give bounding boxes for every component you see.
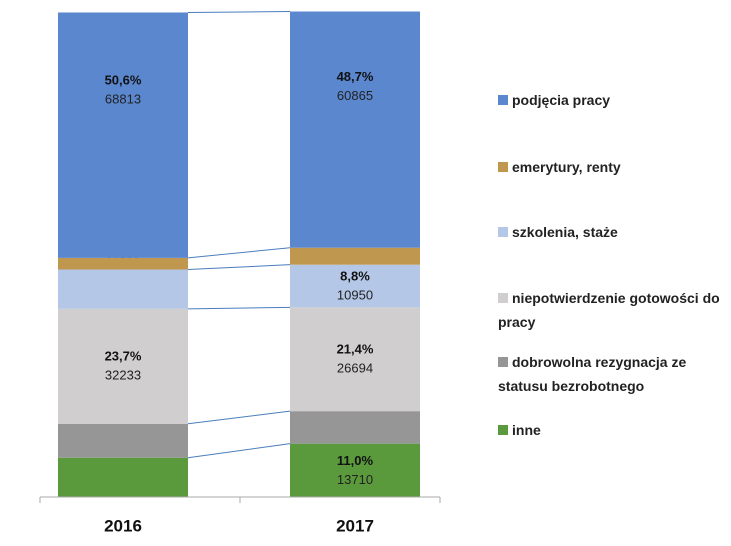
bar-segment [290, 264, 420, 308]
bar-segment [58, 12, 188, 258]
count-label: 32233 [105, 368, 141, 383]
bar-segment [290, 443, 420, 497]
percent-label: 21,4% [337, 342, 374, 357]
connector-line [187, 306, 291, 310]
legend-item: inne [498, 418, 728, 442]
legend-label: podjęcia pracy [512, 92, 611, 108]
percent-label: 11,0% [337, 453, 374, 468]
connector-line [187, 264, 291, 271]
connector-line [187, 11, 291, 13]
percent-label: 23,7% [105, 349, 142, 364]
legend-swatch [498, 425, 508, 435]
count-label: 68813 [105, 92, 141, 107]
count-label: 60865 [337, 88, 373, 103]
count-label: 10950 [337, 287, 373, 302]
legend-item: emerytury, renty [498, 155, 728, 179]
x-tick-label: 2017 [336, 516, 374, 535]
percent-label: 50,6% [105, 73, 142, 88]
legend-item: podjęcia pracy [498, 88, 728, 112]
connector-line [187, 247, 291, 259]
legend-label: niepotwierdzenie gotowości do pracy [498, 290, 720, 330]
percent-label: 48,7% [337, 69, 374, 84]
legend-label: inne [512, 422, 541, 438]
legend-swatch [498, 95, 508, 105]
legend-label: szkolenia, staże [512, 224, 618, 240]
percent-label: 8,8% [340, 268, 370, 283]
bar-segment [290, 247, 420, 265]
count-label: 13710 [337, 472, 373, 487]
legend-swatch [498, 293, 508, 303]
bar-segment [58, 257, 188, 270]
legend-swatch [498, 357, 508, 367]
bar-segment [290, 11, 420, 248]
count-label: 26694 [337, 361, 373, 376]
bar-segment [58, 423, 188, 458]
connector-line [187, 410, 291, 425]
legend-item: szkolenia, staże [498, 220, 728, 244]
legend-item: dobrowolna rezygnacja ze statusu bezrobo… [498, 350, 728, 398]
connector-line [187, 443, 291, 459]
x-tick-label: 2016 [104, 516, 142, 535]
legend-label: emerytury, renty [512, 159, 621, 175]
bar-segment [290, 411, 420, 444]
legend-label: dobrowolna rezygnacja ze statusu bezrobo… [498, 354, 687, 394]
bar-segment [58, 457, 188, 497]
bar-segment [58, 269, 188, 309]
bar-segment [58, 308, 188, 424]
legend-swatch [498, 162, 508, 172]
legend-swatch [498, 227, 508, 237]
bar-segment [290, 307, 420, 412]
legend-item: niepotwierdzenie gotowości do pracy [498, 286, 728, 334]
